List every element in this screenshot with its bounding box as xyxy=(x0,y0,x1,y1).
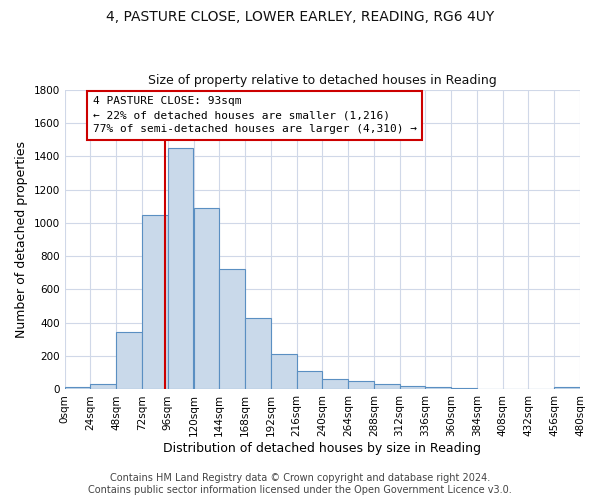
Bar xyxy=(400,386,425,390)
Text: Contains HM Land Registry data © Crown copyright and database right 2024.
Contai: Contains HM Land Registry data © Crown c… xyxy=(88,474,512,495)
Bar xyxy=(219,268,245,390)
Bar xyxy=(451,388,477,390)
Bar xyxy=(322,380,348,390)
Bar xyxy=(65,387,91,390)
Bar xyxy=(374,384,400,390)
Bar xyxy=(425,387,451,390)
Bar xyxy=(348,381,374,390)
Bar xyxy=(296,371,322,390)
Bar xyxy=(245,318,271,390)
X-axis label: Distribution of detached houses by size in Reading: Distribution of detached houses by size … xyxy=(163,442,481,455)
Bar xyxy=(116,332,142,390)
Bar xyxy=(91,384,116,390)
Bar xyxy=(554,387,580,390)
Bar xyxy=(193,208,219,390)
Bar xyxy=(271,354,296,390)
Bar xyxy=(168,148,193,390)
Text: 4 PASTURE CLOSE: 93sqm
← 22% of detached houses are smaller (1,216)
77% of semi-: 4 PASTURE CLOSE: 93sqm ← 22% of detached… xyxy=(92,96,416,134)
Bar xyxy=(529,388,554,390)
Bar xyxy=(477,388,503,390)
Y-axis label: Number of detached properties: Number of detached properties xyxy=(15,141,28,338)
Title: Size of property relative to detached houses in Reading: Size of property relative to detached ho… xyxy=(148,74,497,87)
Bar xyxy=(503,388,529,390)
Bar xyxy=(142,214,168,390)
Text: 4, PASTURE CLOSE, LOWER EARLEY, READING, RG6 4UY: 4, PASTURE CLOSE, LOWER EARLEY, READING,… xyxy=(106,10,494,24)
